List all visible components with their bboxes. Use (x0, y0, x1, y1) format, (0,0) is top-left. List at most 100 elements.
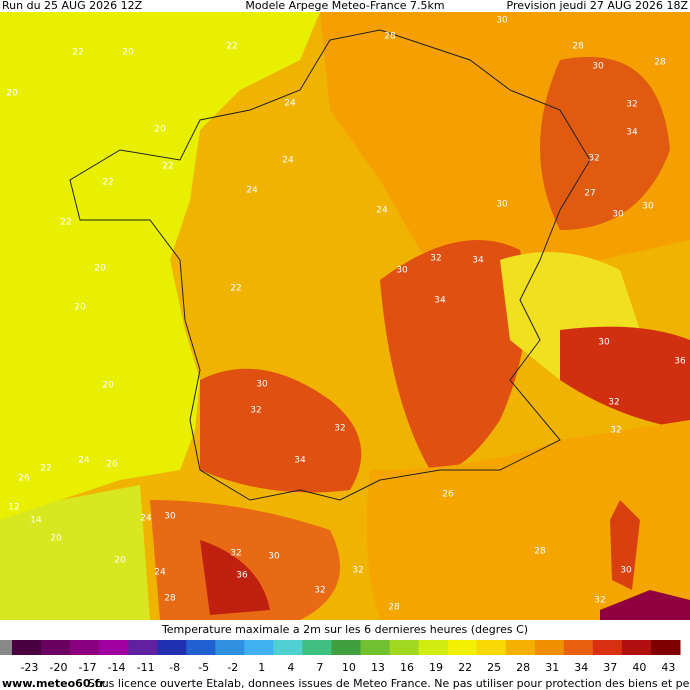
contour-label: 20 (114, 556, 126, 566)
contour-label: 32 (230, 549, 241, 559)
contour-label: 28 (388, 603, 400, 613)
contour-label: 22 (40, 464, 51, 474)
contour-label: 30 (592, 62, 604, 72)
colorbar-tick: 34 (574, 661, 588, 674)
contour-label: 24 (78, 456, 90, 466)
colorbar-tick: 19 (429, 661, 443, 674)
colorbar-tick: 7 (316, 661, 323, 674)
corsica (610, 500, 640, 590)
contour-label: 34 (434, 296, 446, 306)
colorbar-swatch (360, 640, 391, 655)
contour-label: 30 (164, 512, 176, 522)
contour-label: 22 (226, 42, 237, 52)
contour-label: 28 (534, 547, 546, 557)
colorbar-tick: 25 (487, 661, 501, 674)
contour-label: 30 (268, 552, 280, 562)
contour-label: 30 (396, 266, 408, 276)
colorbar-swatch (592, 640, 623, 655)
colorbar-swatch (418, 640, 449, 655)
contour-label: 28 (384, 32, 396, 42)
header-band (0, 0, 690, 12)
colorbar-swatch (563, 640, 594, 655)
contour-label: 20 (154, 125, 166, 135)
colorbar-tick: -2 (227, 661, 238, 674)
colorbar-swatch (244, 640, 274, 655)
colorbar-tick: 4 (287, 661, 294, 674)
colorbar-cap (0, 640, 12, 655)
contour-labels: 22 20 22 20 24 20 22 22 22 20 20 20 22 26 24 26 14 12 20 24… (6, 16, 686, 613)
contour-label: 36 (236, 571, 248, 581)
colorbar-tick: 22 (458, 661, 472, 674)
colorbar-tick: -23 (20, 661, 38, 674)
contour-label: 26 (18, 474, 30, 484)
contour-label: 20 (50, 534, 62, 544)
contour-label: 30 (496, 200, 508, 210)
colorbar-tick: 40 (632, 661, 646, 674)
spain-east (150, 500, 340, 620)
footer-site: www.meteo60.fr (2, 677, 105, 690)
contour-label: 30 (496, 16, 508, 26)
colorbar-swatch (476, 640, 507, 655)
colorbar-swatch (41, 640, 71, 655)
hot-southwest (200, 368, 362, 493)
colorbar-swatch (621, 640, 652, 655)
contour-label: 32 (610, 426, 621, 436)
colorbar-swatch (650, 640, 681, 655)
contour-label: 12 (8, 503, 19, 513)
contour-label: 22 (102, 178, 113, 188)
colorbar-swatch (12, 640, 42, 655)
hot-east (540, 56, 670, 230)
contour-label: 20 (102, 381, 114, 391)
contour-label: 34 (626, 128, 638, 138)
colorbar-tick: -11 (137, 661, 155, 674)
contour-label: 20 (122, 48, 134, 58)
contour-label: 22 (72, 48, 83, 58)
contour-label: 27 (584, 189, 595, 199)
contour-label: 32 (250, 406, 261, 416)
contour-label: 26 (106, 460, 118, 470)
contour-label: 24 (140, 514, 152, 524)
contour-label: 20 (74, 303, 86, 313)
colorbar-tick: 28 (516, 661, 530, 674)
colorbar-swatch (447, 640, 478, 655)
contour-label: 30 (598, 338, 610, 348)
colorbar-swatch (505, 640, 536, 655)
contour-label: 14 (30, 516, 42, 526)
colorbar-swatch (389, 640, 420, 655)
contour-label: 32 (334, 424, 345, 434)
colorbar-tick: 43 (661, 661, 675, 674)
colorbar-tick: -20 (49, 661, 67, 674)
hot-italy (560, 326, 690, 430)
hot-spain (200, 540, 270, 615)
contour-label: 30 (612, 210, 624, 220)
contour-label: 32 (594, 596, 605, 606)
contour-label: 28 (164, 594, 176, 604)
contour-label: 24 (284, 99, 296, 109)
colorbar-swatch (157, 640, 187, 655)
spain-north (0, 485, 150, 620)
colorbar-swatch (534, 640, 565, 655)
contour-label: 28 (654, 58, 666, 68)
model-text: Modele Arpege Meteo-France 7.5km (245, 0, 444, 12)
contour-label: 20 (6, 89, 18, 99)
colorbar-tick: 10 (342, 661, 356, 674)
contour-label: 34 (472, 256, 484, 266)
contour-label: 32 (314, 586, 325, 596)
contour-label: 22 (230, 284, 241, 294)
colorbar-swatch (99, 640, 129, 655)
contour-label: 32 (626, 100, 637, 110)
contour-label: 30 (620, 566, 632, 576)
colorbar-title: Temperature maximale a 2m sur les 6 dern… (161, 623, 528, 636)
contour-label: 22 (60, 218, 71, 228)
footer-notice: Sous licence ouverte Etalab, donnees iss… (88, 677, 690, 690)
colorbar-tick: -5 (198, 661, 209, 674)
contour-label: 20 (94, 264, 106, 274)
colorbar-swatch (331, 640, 362, 655)
sardinia (600, 590, 690, 620)
contour-label: 32 (608, 398, 619, 408)
contour-label: 28 (572, 42, 584, 52)
colorbar-swatch (273, 640, 303, 655)
contour-label: 24 (246, 186, 258, 196)
contour-label: 36 (674, 357, 686, 367)
